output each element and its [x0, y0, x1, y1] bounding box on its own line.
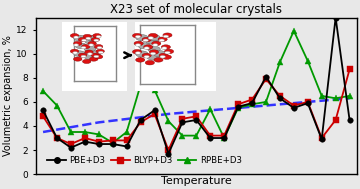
Circle shape — [165, 49, 174, 54]
Circle shape — [73, 51, 85, 57]
Circle shape — [70, 34, 79, 38]
Circle shape — [162, 47, 167, 50]
Circle shape — [132, 50, 141, 54]
Circle shape — [91, 53, 100, 57]
Circle shape — [90, 57, 98, 61]
Circle shape — [132, 33, 141, 38]
Circle shape — [85, 50, 93, 54]
Circle shape — [135, 52, 141, 54]
Circle shape — [98, 51, 103, 54]
Circle shape — [90, 51, 101, 57]
Circle shape — [78, 53, 87, 57]
Circle shape — [86, 37, 91, 40]
Circle shape — [161, 45, 170, 49]
Circle shape — [145, 60, 154, 65]
Circle shape — [142, 53, 151, 58]
X-axis label: Temperature: Temperature — [161, 176, 232, 186]
Circle shape — [73, 41, 82, 46]
Circle shape — [84, 46, 96, 52]
Circle shape — [81, 45, 90, 49]
Circle shape — [96, 49, 104, 53]
Circle shape — [81, 55, 86, 58]
Circle shape — [152, 41, 161, 46]
Circle shape — [146, 38, 158, 44]
Circle shape — [159, 53, 168, 58]
Title: X23 set of molecular crystals: X23 set of molecular crystals — [110, 3, 282, 16]
Circle shape — [93, 34, 101, 38]
Circle shape — [88, 41, 96, 46]
Circle shape — [136, 35, 148, 41]
Circle shape — [149, 50, 159, 54]
Circle shape — [83, 34, 91, 39]
Bar — [135, 22, 216, 91]
Circle shape — [85, 38, 96, 44]
Circle shape — [144, 55, 149, 58]
Circle shape — [148, 35, 160, 41]
Circle shape — [74, 44, 78, 46]
Circle shape — [162, 55, 171, 59]
Circle shape — [84, 54, 96, 60]
Circle shape — [87, 53, 93, 55]
Circle shape — [70, 49, 79, 53]
Circle shape — [154, 58, 163, 62]
Circle shape — [148, 33, 158, 38]
Circle shape — [147, 54, 159, 60]
Circle shape — [135, 35, 141, 38]
Circle shape — [144, 45, 153, 49]
Circle shape — [134, 41, 143, 46]
Circle shape — [144, 47, 149, 50]
Circle shape — [136, 58, 145, 62]
Circle shape — [73, 57, 82, 61]
Bar — [62, 22, 127, 91]
Circle shape — [81, 46, 86, 49]
Circle shape — [148, 37, 153, 39]
Circle shape — [94, 55, 103, 59]
Circle shape — [82, 59, 91, 64]
Circle shape — [97, 46, 102, 49]
Circle shape — [163, 35, 168, 38]
Circle shape — [153, 44, 158, 46]
Circle shape — [148, 46, 160, 52]
Circle shape — [96, 36, 101, 38]
Circle shape — [74, 36, 78, 38]
Circle shape — [78, 37, 87, 42]
Y-axis label: Volumetric expansion, %: Volumetric expansion, % — [4, 36, 13, 156]
Circle shape — [135, 44, 141, 46]
Circle shape — [136, 51, 148, 57]
Circle shape — [94, 39, 99, 42]
Circle shape — [160, 55, 165, 58]
Circle shape — [142, 37, 151, 42]
Circle shape — [82, 39, 87, 42]
Circle shape — [94, 45, 103, 49]
Circle shape — [163, 33, 172, 37]
Circle shape — [165, 51, 170, 54]
Circle shape — [94, 55, 99, 58]
Circle shape — [91, 37, 100, 42]
Legend: PBE+D3, BLYP+D3, RPBE+D3: PBE+D3, BLYP+D3, RPBE+D3 — [44, 152, 246, 168]
Circle shape — [89, 44, 94, 46]
Circle shape — [153, 51, 166, 57]
Circle shape — [143, 39, 148, 42]
Circle shape — [73, 35, 85, 41]
Circle shape — [75, 43, 87, 49]
Circle shape — [86, 35, 98, 41]
Circle shape — [150, 52, 156, 55]
Circle shape — [138, 43, 150, 49]
Circle shape — [73, 52, 78, 54]
Circle shape — [159, 39, 165, 42]
Circle shape — [158, 37, 167, 41]
